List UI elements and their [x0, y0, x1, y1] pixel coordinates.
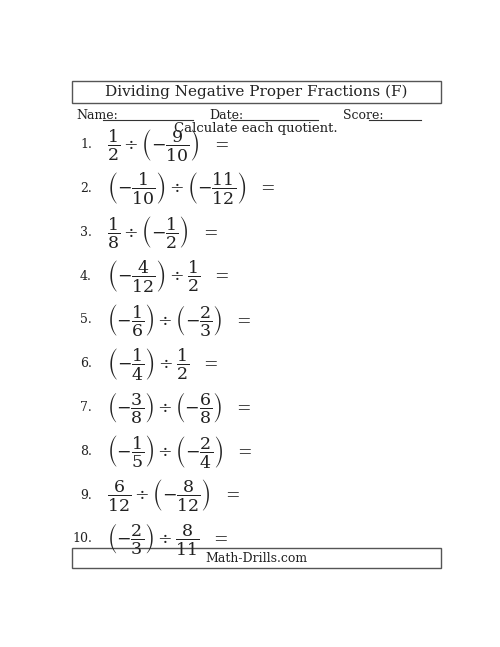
Text: 3.: 3.: [80, 226, 92, 239]
Text: $\dfrac{1}{2} \div \left(-\dfrac{9}{10}\right)$  $=$: $\dfrac{1}{2} \div \left(-\dfrac{9}{10}\…: [108, 127, 230, 162]
Text: Dividing Negative Proper Fractions (F): Dividing Negative Proper Fractions (F): [105, 85, 408, 100]
Text: Math-Drills.com: Math-Drills.com: [205, 552, 308, 565]
Text: 10.: 10.: [72, 532, 92, 545]
Text: $\dfrac{1}{8} \div \left(-\dfrac{1}{2}\right)$  $=$: $\dfrac{1}{8} \div \left(-\dfrac{1}{2}\r…: [108, 214, 218, 250]
FancyBboxPatch shape: [72, 82, 440, 103]
Text: Score:: Score:: [343, 109, 384, 122]
Text: 7.: 7.: [80, 401, 92, 414]
Text: $\left(-\dfrac{1}{4}\right) \div \dfrac{1}{2}$  $=$: $\left(-\dfrac{1}{4}\right) \div \dfrac{…: [108, 345, 219, 382]
Text: $\left(-\dfrac{1}{5}\right) \div \left(-\dfrac{2}{4}\right)$  $=$: $\left(-\dfrac{1}{5}\right) \div \left(-…: [108, 433, 253, 470]
Text: 4.: 4.: [80, 270, 92, 283]
Text: $\left(-\dfrac{1}{6}\right) \div \left(-\dfrac{2}{3}\right)$  $=$: $\left(-\dfrac{1}{6}\right) \div \left(-…: [108, 302, 252, 338]
Text: 6.: 6.: [80, 357, 92, 370]
Text: $\dfrac{6}{12} \div \left(-\dfrac{8}{12}\right)$  $=$: $\dfrac{6}{12} \div \left(-\dfrac{8}{12}…: [108, 477, 240, 513]
Text: $\left(-\dfrac{1}{10}\right) \div \left(-\dfrac{11}{12}\right)$  $=$: $\left(-\dfrac{1}{10}\right) \div \left(…: [108, 170, 276, 206]
Text: 2.: 2.: [80, 182, 92, 195]
Text: 5.: 5.: [80, 313, 92, 326]
Text: 1.: 1.: [80, 138, 92, 151]
Text: Calculate each quotient.: Calculate each quotient.: [174, 122, 338, 135]
Text: Date:: Date:: [210, 109, 244, 122]
Text: 8.: 8.: [80, 444, 92, 458]
Text: $\left(-\dfrac{3}{8}\right) \div \left(-\dfrac{6}{8}\right)$  $=$: $\left(-\dfrac{3}{8}\right) \div \left(-…: [108, 390, 252, 425]
Text: $\left(-\dfrac{2}{3}\right) \div \dfrac{8}{11}$  $=$: $\left(-\dfrac{2}{3}\right) \div \dfrac{…: [108, 521, 229, 557]
Text: Name:: Name:: [76, 109, 118, 122]
FancyBboxPatch shape: [72, 548, 440, 568]
Text: $\left(-\dfrac{4}{12}\right) \div \dfrac{1}{2}$  $=$: $\left(-\dfrac{4}{12}\right) \div \dfrac…: [108, 258, 230, 294]
Text: 9.: 9.: [80, 488, 92, 501]
